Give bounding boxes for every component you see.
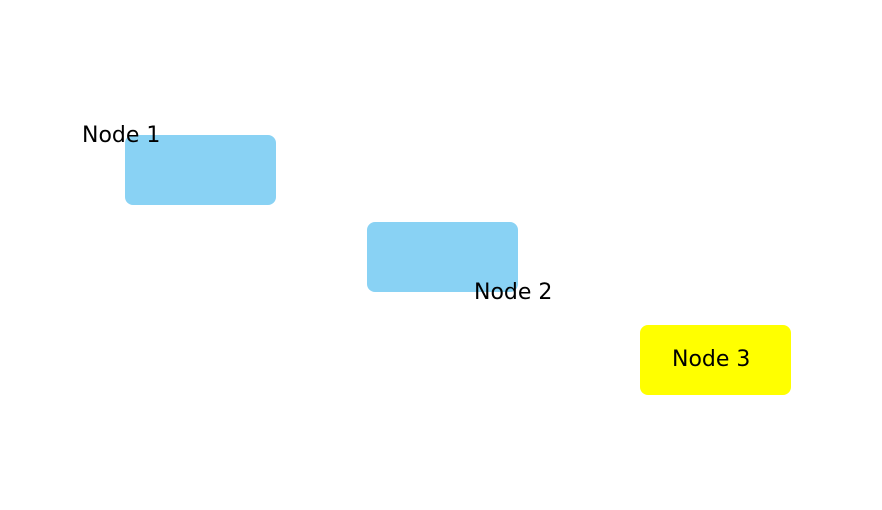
node-1-box[interactable] (125, 135, 276, 205)
node-2-label: Node 2 (474, 280, 553, 305)
node-3-box[interactable] (640, 325, 791, 395)
node-1-label: Node 1 (82, 123, 161, 148)
node-3-label: Node 3 (672, 347, 751, 372)
node-2-box[interactable] (367, 222, 518, 292)
